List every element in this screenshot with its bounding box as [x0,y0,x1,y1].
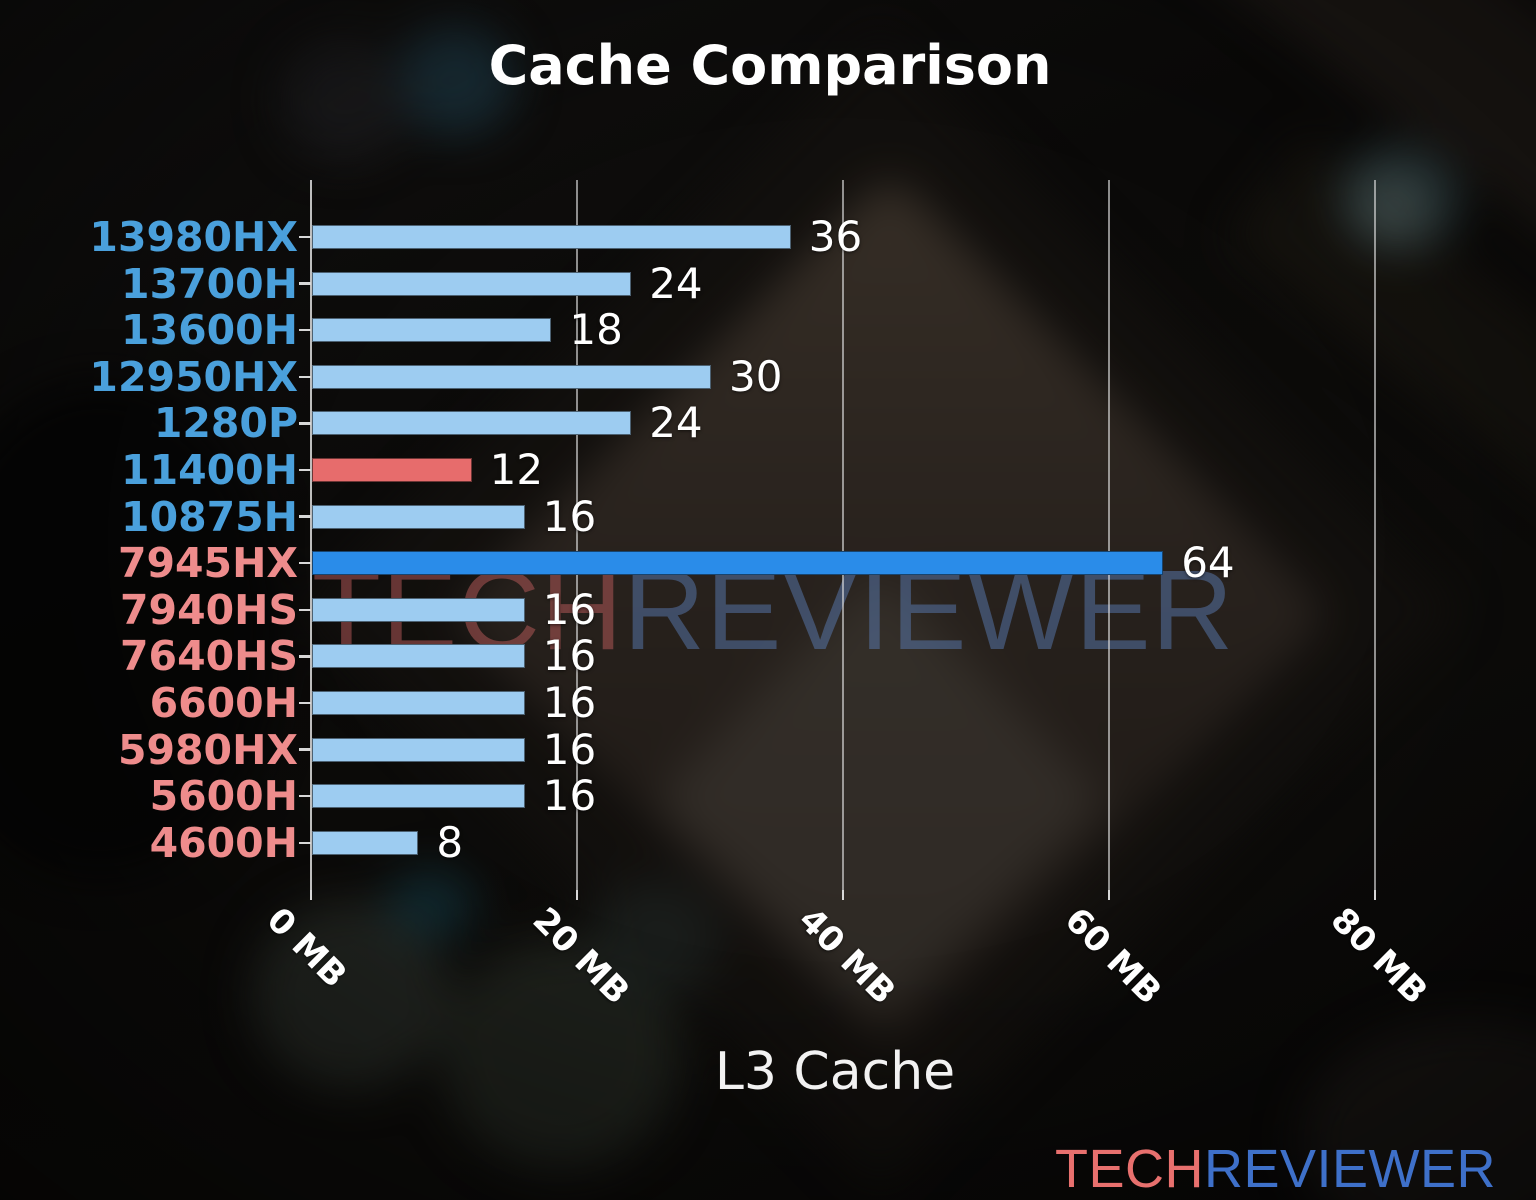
bar [312,830,419,855]
x-tick-mark [576,890,578,900]
y-tick-mark [299,235,311,239]
category-label: 6600H [149,679,298,727]
bar [312,225,791,249]
bar [312,458,472,482]
x-tick-label: 80 MB [1322,900,1436,1013]
logo-reviewer: REVIEWER [1203,1139,1496,1199]
y-tick-mark [299,375,311,379]
category-label: 12950HX [89,352,298,401]
bar [312,551,1164,576]
value-label: 8 [436,817,464,867]
value-label: 30 [729,351,783,401]
category-label: 13600H [121,306,298,355]
category-label: 7640HS [120,632,298,681]
chart-title: Cache Comparison [488,34,1052,97]
y-tick-mark [299,794,311,798]
gridline [1374,180,1376,890]
bar [312,691,525,715]
y-tick-mark [299,515,311,518]
bar [312,271,632,296]
category-label: 13700H [121,259,298,308]
x-tick-label: 0 MB [258,900,355,996]
x-axis-label: L3 Cache [714,1042,956,1102]
y-tick-mark [299,282,311,285]
value-label: 64 [1181,538,1235,588]
category-label: 1280P [153,399,298,448]
x-tick-mark [1108,890,1110,900]
category-label: 5980HX [117,725,298,774]
value-label: 12 [489,445,544,494]
value-label: 36 [808,212,863,261]
value-label: 24 [649,258,703,308]
gridline [1108,180,1110,890]
y-tick-mark [299,841,311,845]
x-tick-mark [310,890,312,900]
gridline [576,180,578,890]
value-label: 16 [542,771,597,821]
x-tick-label: 20 MB [524,900,638,1013]
x-tick-label: 40 MB [790,900,904,1013]
gridline [842,180,844,890]
x-tick-mark [1374,890,1376,900]
bar [312,737,525,762]
techreviewer-logo: TECHREVIEWER [1055,1138,1496,1200]
y-tick-mark [299,328,311,332]
value-label: 16 [542,724,597,774]
x-tick-mark [842,890,844,900]
x-tick-label: 60 MB [1056,900,1170,1013]
bar [312,784,525,809]
value-label: 18 [569,305,623,355]
logo-tech: TECH [1054,1139,1204,1199]
y-tick-mark [299,748,311,751]
y-tick-mark [299,468,311,472]
y-tick-mark [299,608,311,612]
y-tick-mark [299,655,311,658]
category-label: 10875H [121,492,298,541]
bar [312,318,552,343]
y-tick-mark [299,422,311,425]
bar [312,644,525,669]
value-label: 24 [649,398,703,448]
value-label: 16 [542,678,597,727]
bar [312,504,525,529]
value-label: 16 [542,584,597,634]
bar [312,364,711,389]
value-label: 16 [542,491,597,541]
y-tick-mark [299,561,311,565]
y-tick-mark [299,701,311,705]
category-label: 5600H [149,772,298,821]
bar [312,597,525,622]
category-label: 7945HX [117,539,298,588]
category-label: 7940HS [120,585,298,634]
category-label: 13980HX [89,213,298,261]
value-label: 16 [542,631,597,681]
category-label: 11400H [121,446,298,494]
category-label: 4600H [149,818,298,867]
gridline [310,180,312,890]
bar [312,411,632,436]
